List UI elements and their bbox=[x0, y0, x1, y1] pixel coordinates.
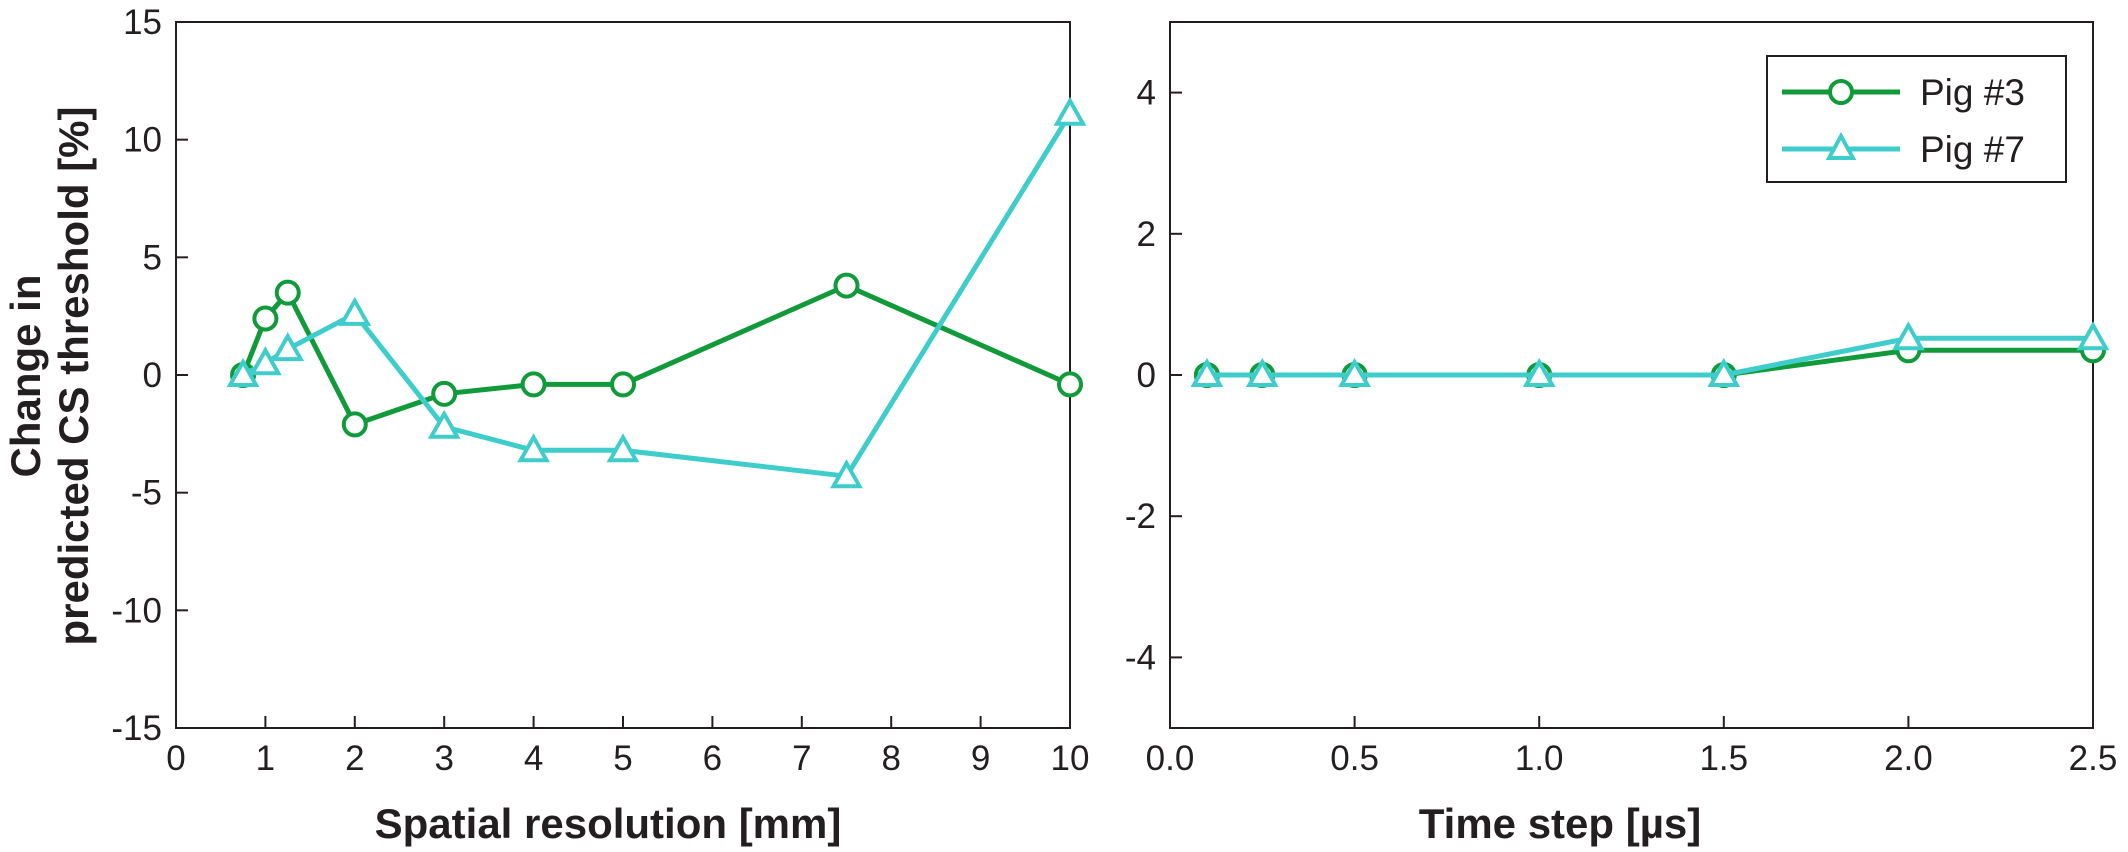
data-point-pig3 bbox=[1057, 371, 1083, 398]
legend-box bbox=[1766, 55, 2067, 183]
x-tick-label: 2 bbox=[345, 739, 364, 778]
data-point-pig7 bbox=[1522, 357, 1556, 387]
legend-label-pig7: Pig #7 bbox=[1920, 129, 2025, 170]
right-x-ticks: 0.0 0.5 1.0 1.5 2.0 2.5 bbox=[1146, 716, 2118, 778]
data-point-pig7 bbox=[1891, 321, 1925, 351]
x-tick-label: 7 bbox=[792, 739, 811, 778]
right-series bbox=[1190, 321, 2110, 388]
legend-marker-pig3 bbox=[1828, 79, 1854, 105]
y-tick-label: -2 bbox=[1125, 497, 1156, 536]
x-tick-label: 1.5 bbox=[1699, 739, 1748, 778]
x-tick-label: 6 bbox=[703, 739, 722, 778]
data-point-pig7 bbox=[248, 346, 282, 376]
data-point-pig7 bbox=[2076, 321, 2110, 351]
x-tick-label: 9 bbox=[971, 739, 990, 778]
y-tick-label: 15 bbox=[123, 3, 162, 42]
data-point-pig7 bbox=[830, 459, 863, 489]
right-x-axis-label: Time step [µs] bbox=[1419, 800, 1702, 847]
data-point-pig7 bbox=[271, 332, 305, 362]
data-point-pig3 bbox=[341, 411, 368, 438]
legend-entry-pig7: Pig #7 bbox=[1782, 129, 2025, 170]
data-point-pig7 bbox=[1190, 357, 1224, 387]
y-tick-label: -10 bbox=[111, 591, 162, 630]
left-x-axis-label: Spatial resolution [mm] bbox=[375, 800, 842, 847]
y-tick-label: 4 bbox=[1137, 74, 1156, 113]
legend-entry-pig3: Pig #3 bbox=[1782, 72, 2025, 113]
x-tick-label: 8 bbox=[881, 739, 900, 778]
y-tick-label: 0 bbox=[143, 356, 162, 395]
data-point-pig3 bbox=[431, 380, 458, 407]
x-tick-label: 2.5 bbox=[2069, 739, 2118, 778]
left-y-axis-label-line2: predicted CS threshold [%] bbox=[50, 106, 97, 645]
data-point-pig3 bbox=[252, 305, 279, 332]
y-tick-label: -15 bbox=[111, 709, 162, 748]
left-x-ticks: 0 1 2 3 4 5 6 7 8 9 10 bbox=[166, 716, 1089, 778]
data-point-pig7 bbox=[1053, 96, 1087, 126]
x-tick-label: 0 bbox=[166, 739, 185, 778]
x-tick-label: 10 bbox=[1051, 739, 1090, 778]
data-point-pig7 bbox=[1245, 357, 1279, 387]
series-line-pig3 bbox=[240, 283, 1072, 427]
x-tick-label: 0.0 bbox=[1146, 739, 1195, 778]
x-tick-label: 1 bbox=[256, 739, 275, 778]
series-line-pig3 bbox=[1206, 347, 2093, 378]
spatial-resolution-chart: -15 -10 -5 0 5 10 15 0 1 2 3 4 5 6 7 8 9 10 Spatial reso… bbox=[2, 3, 1089, 847]
data-point-pig7 bbox=[427, 409, 461, 439]
y-tick-label: -5 bbox=[131, 474, 162, 513]
left-y-axis-label-line1: Change in bbox=[2, 274, 49, 477]
legend-label-pig3: Pig #3 bbox=[1920, 72, 2025, 113]
data-point-pig7 bbox=[226, 357, 260, 387]
x-tick-label: 2.0 bbox=[1884, 739, 1933, 778]
data-point-pig7 bbox=[338, 296, 372, 326]
data-point-pig3 bbox=[520, 371, 547, 398]
y-tick-label: 2 bbox=[1137, 215, 1156, 254]
legend: Pig #3 Pig #7 bbox=[1766, 55, 2067, 183]
left-y-ticks: -15 -10 -5 0 5 10 15 bbox=[111, 3, 188, 748]
right-y-ticks: -4 -2 0 2 4 bbox=[1125, 74, 1182, 677]
y-tick-label: 5 bbox=[143, 238, 162, 277]
x-tick-label: 1.0 bbox=[1515, 739, 1564, 778]
data-point-pig3 bbox=[274, 279, 301, 306]
data-point-pig7 bbox=[1338, 357, 1372, 387]
left-series bbox=[226, 96, 1087, 489]
data-point-pig7 bbox=[1707, 357, 1741, 387]
series-line-pig7 bbox=[1206, 335, 2093, 378]
time-step-chart: -4 -2 0 2 4 0.0 0.5 1.0 1.5 2.0 2.5 Time step [µs… bbox=[1125, 21, 2118, 847]
data-point-pig3 bbox=[610, 371, 636, 398]
y-tick-label: -4 bbox=[1125, 638, 1156, 677]
y-tick-label: 10 bbox=[123, 121, 162, 160]
legend-marker-pig7 bbox=[1825, 131, 1857, 160]
y-tick-label: 0 bbox=[1137, 356, 1156, 395]
x-tick-label: 0.5 bbox=[1330, 739, 1379, 778]
x-tick-label: 3 bbox=[434, 739, 453, 778]
data-point-pig7 bbox=[606, 433, 640, 463]
data-point-pig7 bbox=[517, 433, 551, 463]
data-point-pig3 bbox=[833, 272, 860, 299]
x-tick-label: 5 bbox=[613, 739, 632, 778]
x-tick-label: 4 bbox=[524, 739, 543, 778]
